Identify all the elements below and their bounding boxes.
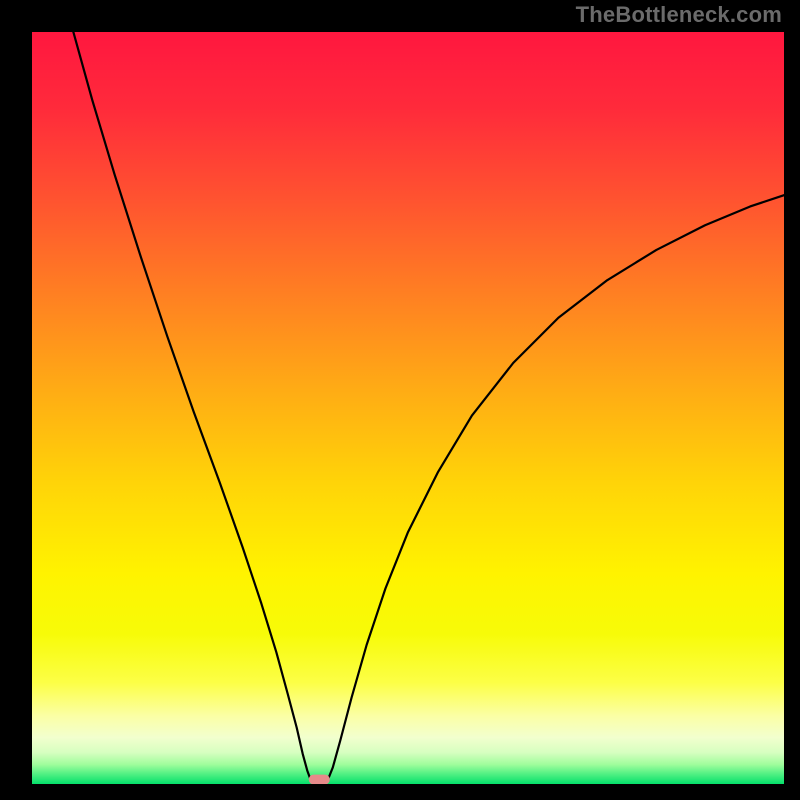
chart-svg [32, 32, 784, 784]
gradient-background [32, 32, 784, 784]
chart-frame: TheBottleneck.com [0, 0, 800, 800]
minimum-marker [309, 775, 330, 784]
plot-area [32, 32, 784, 784]
watermark-text: TheBottleneck.com [576, 2, 782, 28]
